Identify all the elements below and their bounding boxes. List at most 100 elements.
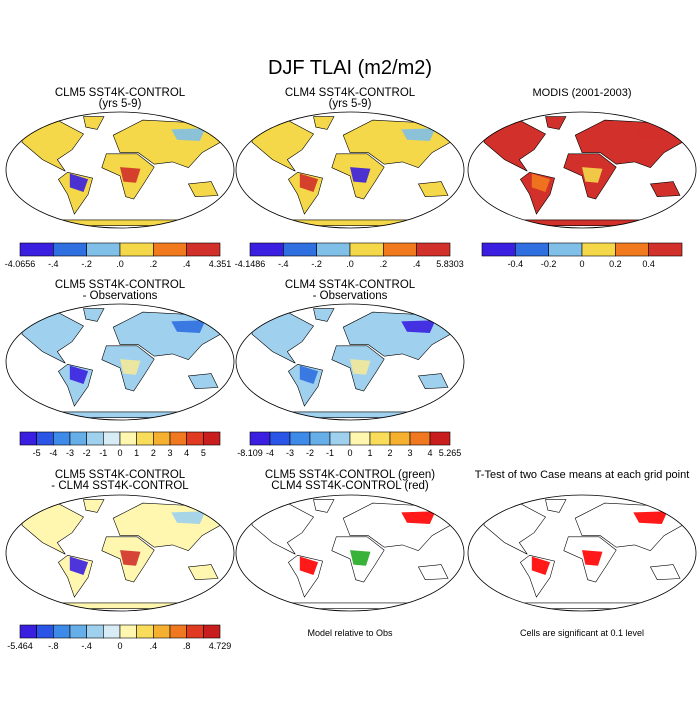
- colorbar-box: [349, 431, 371, 446]
- colorbar-label: 2: [387, 448, 392, 458]
- colorbar-box: [53, 624, 71, 639]
- map-land: [251, 499, 454, 610]
- map-outline: [235, 111, 465, 229]
- land-antarctica: [267, 411, 433, 419]
- colorbar-box: [19, 242, 54, 257]
- colorbar-box: [136, 431, 154, 446]
- land-north-america: [21, 119, 84, 172]
- colorbar-label: 5.8303: [436, 259, 464, 269]
- data-patch: [531, 173, 551, 192]
- colorbar-box: [169, 624, 187, 639]
- colorbar-box: [249, 431, 271, 446]
- colorbar-box: [383, 242, 417, 257]
- colorbar-label: 0: [117, 448, 122, 458]
- colorbar-box: [316, 242, 351, 257]
- colorbar-box: [103, 624, 121, 639]
- map-panel: CLM4 SST4K-CONTROL(yrs 5-9) -4.1486 -.4 -.2…: [235, 87, 465, 269]
- colorbar-label: -.4: [81, 641, 92, 651]
- colorbar-label: 3: [407, 448, 412, 458]
- land-north-america: [21, 502, 84, 555]
- land-greenland: [313, 116, 335, 130]
- colorbar-label: 0.4: [642, 259, 655, 269]
- map-panel: CLM5 SST4K-CONTROL (green)CLM4 SST4K-CON…: [235, 469, 465, 638]
- map-land: [483, 499, 686, 610]
- land-antarctica: [499, 602, 665, 610]
- colorbar-box: [136, 624, 154, 639]
- land-antarctica: [37, 411, 203, 419]
- colorbar-label: -.4: [48, 259, 59, 269]
- panel-title: CLM4 SST4K-CONTROL: [285, 87, 416, 99]
- land-australia: [187, 181, 219, 198]
- data-patch: [531, 556, 551, 575]
- colorbar-label: -3: [66, 448, 74, 458]
- colorbar-label: .0: [116, 259, 124, 269]
- land-australia: [417, 564, 449, 581]
- colorbar-label: -.8: [48, 641, 59, 651]
- colorbar-box: [86, 242, 121, 257]
- land-greenland: [313, 308, 335, 322]
- colorbar-box: [19, 431, 37, 446]
- colorbar-box: [169, 431, 187, 446]
- panel-title: CLM5 SST4K-CONTROL (green): [265, 469, 435, 481]
- panel-title: T-Test of two Case means at each grid po…: [475, 469, 690, 481]
- data-patch: [299, 556, 319, 575]
- colorbar-box: [349, 242, 384, 257]
- colorbar-box: [289, 431, 311, 446]
- colorbar-box: [429, 431, 451, 446]
- panel-title: - Observations: [313, 290, 388, 302]
- panel-title: (yrs 5-9): [99, 98, 142, 110]
- colorbar-label: .2: [380, 259, 388, 269]
- colorbar-box: [615, 242, 649, 257]
- land-australia: [649, 181, 681, 198]
- colorbar-label: 3: [167, 448, 172, 458]
- colorbar-box: [53, 431, 71, 446]
- data-patch: [350, 359, 371, 375]
- land-antarctica: [499, 219, 665, 226]
- colorbar-box: [53, 242, 87, 257]
- colorbar-box: [515, 242, 549, 257]
- colorbar-label: 2: [151, 448, 156, 458]
- land-greenland: [83, 499, 105, 513]
- colorbar-label: .4: [413, 259, 421, 269]
- data-patch: [120, 167, 141, 183]
- data-patch: [69, 365, 89, 384]
- colorbar-label: 0: [347, 448, 352, 458]
- colorbar-label: .2: [150, 259, 158, 269]
- map-panel: CLM5 SST4K-CONTROL- CLM4 SST4K-CONTROL -5…: [5, 469, 235, 651]
- panel-title: CLM5 SST4K-CONTROL: [55, 279, 186, 291]
- colorbar-label: 1: [134, 448, 139, 458]
- colorbar-label: -5.464: [7, 641, 33, 651]
- colorbar-label: -3: [286, 448, 294, 458]
- colorbar-box: [329, 431, 351, 446]
- colorbar-box: [153, 624, 171, 639]
- colorbar-box: [648, 242, 683, 257]
- colorbar-label: -4.1486: [235, 259, 266, 269]
- colorbar-box: [369, 431, 391, 446]
- data-patch: [299, 365, 319, 384]
- land-north-america: [483, 502, 546, 555]
- colorbar-label: -0.2: [541, 259, 557, 269]
- data-patch: [69, 173, 89, 192]
- data-patch: [401, 128, 436, 141]
- colorbar-box: [186, 624, 204, 639]
- map-outline: [235, 303, 465, 421]
- colorbar-label: -5: [33, 448, 41, 458]
- colorbar-label: -2: [83, 448, 91, 458]
- colorbar-label: -0.4: [508, 259, 524, 269]
- map-land: [251, 308, 454, 419]
- colorbar-box: [409, 431, 431, 446]
- data-patch: [120, 359, 141, 375]
- data-patch: [69, 556, 89, 575]
- colorbar-label: 4: [184, 448, 189, 458]
- colorbar-label: -2: [306, 448, 314, 458]
- colorbar-label: -.2: [81, 259, 92, 269]
- land-greenland: [83, 308, 105, 322]
- map-land: [483, 116, 686, 226]
- data-patch: [171, 320, 206, 333]
- colorbar-box: [153, 431, 171, 446]
- colorbar-label: -8.109: [237, 448, 263, 458]
- colorbar-label: 5: [201, 448, 206, 458]
- colorbar-box: [36, 624, 54, 639]
- colorbar-label: -4: [49, 448, 57, 458]
- map-outline: [467, 111, 697, 229]
